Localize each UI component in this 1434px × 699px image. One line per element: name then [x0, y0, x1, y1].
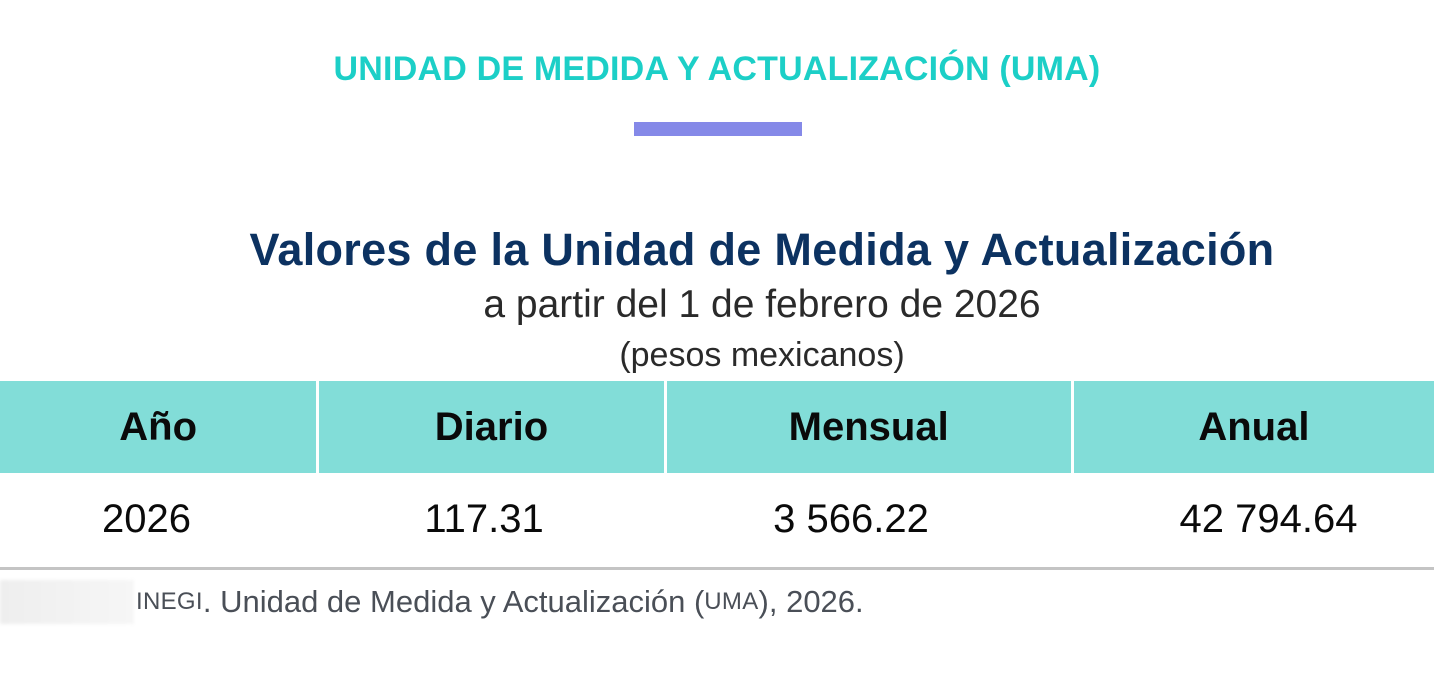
- column-header-monthly: Mensual: [666, 381, 1071, 473]
- source-label-redacted: Fuente:: [0, 580, 134, 624]
- source-citation: Fuente: INEGI . Unidad de Medida y Actua…: [0, 580, 864, 624]
- table-heading: Valores de la Unidad de Medida y Actuali…: [249, 224, 1275, 275]
- column-header-daily: Diario: [319, 381, 664, 473]
- uma-values-table: Año Diario Mensual Anual 2026 117.31 3 5…: [0, 381, 1434, 565]
- source-text-part1: . Unidad de Medida y Actualización (: [202, 584, 705, 619]
- source-organization: INEGI: [136, 588, 203, 615]
- currency-unit-note: (pesos mexicanos): [619, 336, 905, 374]
- cell-year: 2026: [102, 496, 191, 541]
- section-title: UNIDAD DE MEDIDA Y ACTUALIZACIÓN (UMA): [333, 50, 1101, 88]
- cell-monthly-value: 3 566.22: [773, 496, 929, 541]
- column-header-annual: Anual: [1073, 381, 1434, 473]
- source-text-part2: ), 2026.: [758, 584, 864, 619]
- table-header-row: Año Diario Mensual Anual: [0, 381, 1434, 473]
- cell-annual-value: 42 794.64: [1179, 496, 1358, 541]
- table-bottom-rule: [0, 567, 1434, 570]
- cell-daily-value: 117.31: [424, 496, 544, 541]
- column-header-year: Año: [0, 381, 317, 473]
- source-abbreviation: UMA: [704, 588, 759, 615]
- table-row: 2026 117.31 3 566.22 42 794.64: [0, 473, 1434, 565]
- accent-divider-bar: [634, 122, 802, 136]
- table-subtitle: a partir del 1 de febrero de 2026: [483, 283, 1041, 326]
